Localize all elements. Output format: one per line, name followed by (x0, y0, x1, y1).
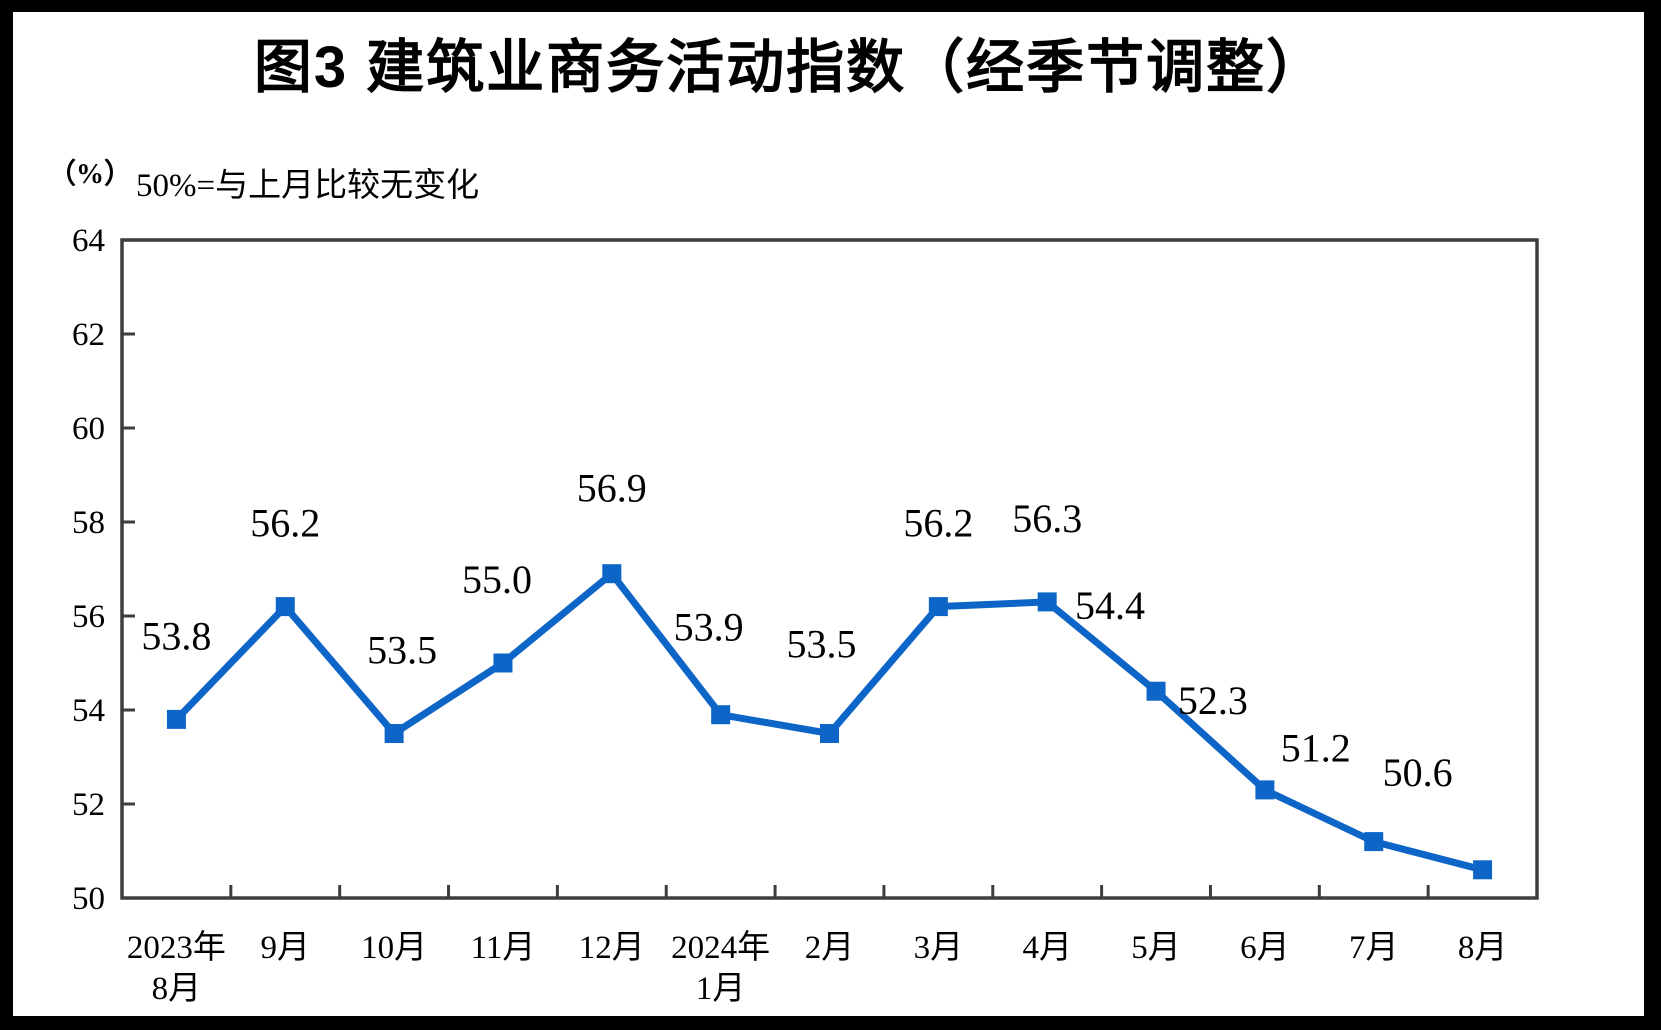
data-point-label: 53.8 (141, 613, 211, 658)
y-axis-tick-label: 56 (72, 599, 105, 635)
y-axis-tick-label: 52 (72, 787, 105, 823)
x-axis-tick-label: 2023年 8月 (127, 929, 226, 1007)
data-point-label: 56.2 (250, 501, 320, 546)
data-point-label: 53.5 (787, 622, 857, 667)
data-point-label: 56.2 (903, 501, 973, 546)
data-point-marker (166, 709, 186, 729)
data-point-label: 53.9 (674, 605, 744, 650)
x-axis-tick-label: 3月 (914, 930, 964, 966)
data-point-marker (1255, 780, 1275, 800)
y-axis-tick-label: 64 (72, 223, 105, 259)
y-axis-tick-label: 54 (72, 693, 105, 729)
data-point-label: 52.3 (1178, 678, 1248, 723)
chart-subtitle: 50%=与上月比较无变化 (136, 168, 480, 204)
data-point-marker (1473, 860, 1493, 880)
y-axis-tick-label: 58 (72, 505, 105, 541)
data-point-marker (820, 724, 839, 743)
plot-border (120, 238, 1539, 900)
data-point-label: 55.0 (462, 557, 532, 602)
data-point-label: 56.3 (1012, 496, 1082, 541)
y-axis-tick-label: 62 (72, 317, 105, 353)
x-axis-tick-label: 2024年 1月 (671, 929, 770, 1007)
x-axis-tick-label: 2月 (805, 930, 855, 966)
data-point-marker (711, 705, 731, 725)
y-axis-tick-label: 60 (72, 411, 105, 447)
x-axis-tick-label: 6月 (1240, 930, 1290, 966)
x-axis-tick-label: 5月 (1131, 930, 1181, 966)
data-point-marker (602, 564, 622, 584)
x-axis-tick-label: 4月 (1022, 930, 1072, 966)
data-point-marker (275, 597, 295, 617)
x-axis-tick-label: 11月 (471, 930, 536, 966)
x-axis-tick-label: 12月 (579, 930, 645, 966)
x-axis-tick-label: 9月 (261, 930, 311, 966)
x-axis-tick-label: 10月 (361, 930, 427, 966)
chart-title: 图3 建筑业商务活动指数（经季节调整） (253, 35, 1327, 100)
data-point-label: 50.6 (1383, 750, 1453, 795)
data-point-marker (1146, 681, 1166, 701)
y-axis-unit-label: （%） (48, 159, 133, 190)
data-point-label: 54.4 (1075, 583, 1145, 628)
data-point-marker (384, 724, 404, 743)
data-point-marker (1037, 592, 1057, 612)
data-point-marker (493, 653, 513, 673)
data-point-marker (928, 597, 948, 617)
data-point-label: 53.5 (367, 628, 437, 673)
series-line (173, 568, 1484, 874)
x-axis-tick-label: 8月 (1458, 930, 1508, 966)
data-point-label: 51.2 (1281, 726, 1351, 771)
data-point-label: 56.9 (577, 466, 647, 511)
y-axis-tick-label: 50 (72, 881, 105, 917)
x-axis-tick-label: 7月 (1349, 930, 1399, 966)
data-point-marker (1364, 832, 1384, 852)
